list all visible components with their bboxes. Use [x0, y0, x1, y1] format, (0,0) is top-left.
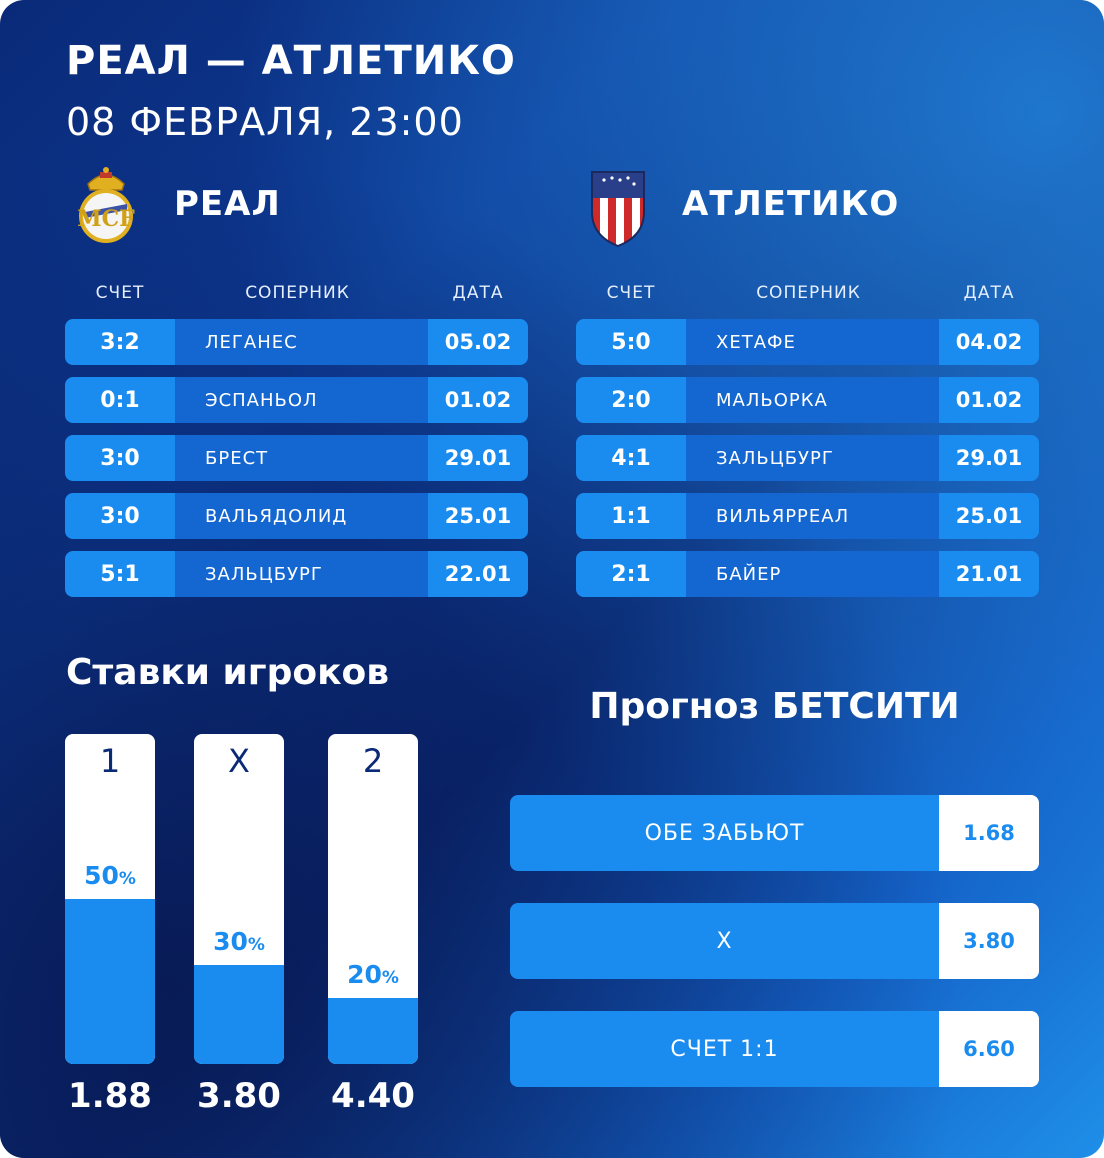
svg-text:MCF: MCF: [77, 206, 135, 232]
match-opponent: ЛЕГАНЕС: [175, 319, 428, 365]
forecast-odds: 1.68: [939, 795, 1039, 871]
match-date: 01.02: [428, 377, 528, 423]
team-name-real: РЕАЛ: [174, 184, 281, 224]
match-date: 21.01: [939, 551, 1039, 597]
table-row: 2:1 БАЙЕР 21.01: [576, 551, 1039, 597]
match-score: 3:0: [65, 493, 175, 539]
match-opponent: ВИЛЬЯРРЕАЛ: [686, 493, 939, 539]
bet-odds: 3.80: [197, 1076, 281, 1116]
bet-outcome-label: 2: [362, 742, 384, 780]
forecast-name: X: [510, 903, 939, 979]
match-date: 29.01: [428, 435, 528, 481]
table-row: 3:0 ВАЛЬЯДОЛИД 25.01: [65, 493, 528, 539]
match-date: 05.02: [428, 319, 528, 365]
match-score: 2:1: [576, 551, 686, 597]
match-opponent: БАЙЕР: [686, 551, 939, 597]
col-header-date: ДАТА: [963, 283, 1015, 303]
forecast-name: СЧЕТ 1:1: [510, 1011, 939, 1087]
match-score: 1:1: [576, 493, 686, 539]
match-opponent: ВАЛЬЯДОЛИД: [175, 493, 428, 539]
match-score: 2:0: [576, 377, 686, 423]
bet-fill: [194, 965, 284, 1064]
match-score: 3:2: [65, 319, 175, 365]
table-row: 4:1 ЗАЛЬЦБУРГ 29.01: [576, 435, 1039, 481]
forecast-row: ОБЕ ЗАБЬЮТ 1.68: [510, 795, 1039, 871]
match-opponent: МАЛЬОРКА: [686, 377, 939, 423]
match-score: 4:1: [576, 435, 686, 481]
table-row: 3:2 ЛЕГАНЕС 05.02: [65, 319, 528, 365]
forecast-row: X 3.80: [510, 903, 1039, 979]
team-name-atletico: АТЛЕТИКО: [682, 184, 900, 224]
match-opponent: ЗАЛЬЦБУРГ: [686, 435, 939, 481]
col-header-date: ДАТА: [452, 283, 504, 303]
table-row: 0:1 ЭСПАНЬОЛ 01.02: [65, 377, 528, 423]
col-header-opponent: СОПЕРНИК: [245, 283, 350, 303]
match-date: 04.02: [939, 319, 1039, 365]
bet-fill: [328, 998, 418, 1064]
col-header-score: СЧЕТ: [606, 283, 656, 303]
match-date: 22.01: [428, 551, 528, 597]
bet-percent: 20%: [347, 960, 399, 989]
forecast-row: СЧЕТ 1:1 6.60: [510, 1011, 1039, 1087]
table-row: 5:1 ЗАЛЬЦБУРГ 22.01: [65, 551, 528, 597]
page-title: РЕАЛ — АТЛЕТИКО: [66, 38, 516, 84]
match-score: 3:0: [65, 435, 175, 481]
bet-outcome-label: X: [228, 742, 250, 780]
bet-bar-2: 2 20%: [328, 734, 418, 1064]
match-date: 29.01: [939, 435, 1039, 481]
forecast-odds: 6.60: [939, 1011, 1039, 1087]
player-bets-title: Ставки игроков: [66, 652, 390, 693]
bet-bar-1: 1 50%: [65, 734, 155, 1064]
match-date: 25.01: [428, 493, 528, 539]
bet-percent: 50%: [84, 861, 136, 890]
bet-bar-x: X 30%: [194, 734, 284, 1064]
match-opponent: БРЕСТ: [175, 435, 428, 481]
bet-outcome-label: 1: [99, 742, 121, 780]
match-score: 5:1: [65, 551, 175, 597]
match-opponent: ЭСПАНЬОЛ: [175, 377, 428, 423]
bet-percent: 30%: [213, 927, 265, 956]
bet-fill: [65, 899, 155, 1064]
forecast-title: Прогноз БЕТСИТИ: [589, 686, 960, 727]
atletico-crest-icon: [588, 166, 648, 248]
table-row: 2:0 МАЛЬОРКА 01.02: [576, 377, 1039, 423]
match-date: 01.02: [939, 377, 1039, 423]
match-opponent: ХЕТАФЕ: [686, 319, 939, 365]
bet-odds: 1.88: [68, 1076, 152, 1116]
match-score: 0:1: [65, 377, 175, 423]
col-header-opponent: СОПЕРНИК: [756, 283, 861, 303]
match-datetime: 08 ФЕВРАЛЯ, 23:00: [66, 100, 464, 144]
bet-odds: 4.40: [331, 1076, 415, 1116]
table-row: 1:1 ВИЛЬЯРРЕАЛ 25.01: [576, 493, 1039, 539]
match-score: 5:0: [576, 319, 686, 365]
match-date: 25.01: [939, 493, 1039, 539]
real-madrid-crest-icon: MCF: [76, 164, 136, 248]
forecast-odds: 3.80: [939, 903, 1039, 979]
match-opponent: ЗАЛЬЦБУРГ: [175, 551, 428, 597]
forecast-name: ОБЕ ЗАБЬЮТ: [510, 795, 939, 871]
table-row: 5:0 ХЕТАФЕ 04.02: [576, 319, 1039, 365]
col-header-score: СЧЕТ: [95, 283, 145, 303]
table-row: 3:0 БРЕСТ 29.01: [65, 435, 528, 481]
